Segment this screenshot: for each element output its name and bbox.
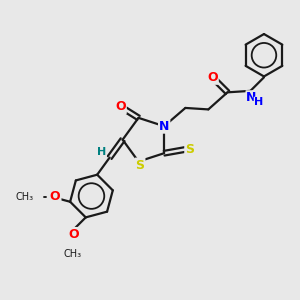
Text: O: O [68,228,79,241]
Text: O: O [207,71,218,84]
Text: CH₃: CH₃ [63,249,81,259]
Text: O: O [50,190,61,203]
Text: H: H [97,147,106,157]
Text: N: N [246,91,256,104]
Text: S: S [185,143,194,156]
Text: N: N [159,120,169,133]
Text: S: S [136,159,145,172]
Text: O: O [115,100,126,113]
Text: CH₃: CH₃ [16,192,34,202]
Text: H: H [254,97,263,107]
